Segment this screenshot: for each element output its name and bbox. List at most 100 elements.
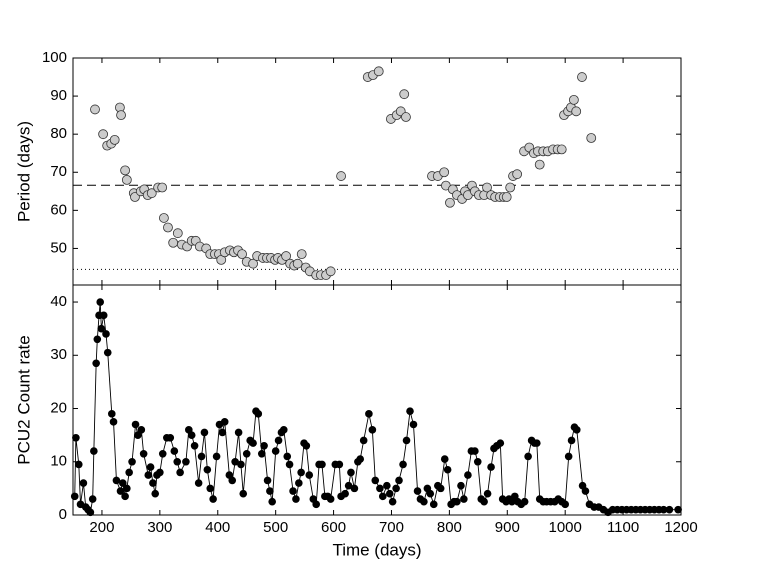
point xyxy=(443,465,452,474)
point xyxy=(378,492,387,501)
point xyxy=(190,441,199,450)
point xyxy=(249,439,257,447)
point xyxy=(170,447,179,455)
x-tick-label: 600 xyxy=(321,519,346,536)
point xyxy=(512,169,523,180)
point xyxy=(137,426,146,434)
point xyxy=(239,489,248,498)
point xyxy=(120,165,131,176)
point xyxy=(350,484,359,493)
point xyxy=(266,487,274,495)
point xyxy=(268,497,276,506)
y-axis-label: PCU2 Count rate xyxy=(14,335,33,464)
point xyxy=(139,449,148,458)
point xyxy=(401,112,411,122)
point xyxy=(209,495,217,503)
x-tick-label: 400 xyxy=(205,519,230,536)
x-tick-label: 200 xyxy=(89,519,114,536)
point xyxy=(242,449,251,458)
point xyxy=(524,452,532,461)
point xyxy=(156,468,164,477)
y-tick-label: 70 xyxy=(50,163,67,180)
point xyxy=(473,457,482,466)
point xyxy=(118,479,127,487)
point xyxy=(356,455,365,463)
point xyxy=(93,335,102,344)
point xyxy=(218,428,227,437)
point xyxy=(158,449,167,458)
y-tick-label: 40 xyxy=(50,293,67,310)
y-tick-label: 60 xyxy=(50,201,67,218)
point xyxy=(107,410,116,418)
point xyxy=(285,460,294,469)
point xyxy=(392,484,400,493)
point xyxy=(212,452,221,461)
y-tick-label: 50 xyxy=(50,239,67,256)
point xyxy=(279,426,288,434)
point xyxy=(99,311,108,320)
y-tick-label: 90 xyxy=(50,87,67,104)
point xyxy=(483,489,492,498)
point xyxy=(159,213,169,223)
x-tick-label: 700 xyxy=(379,519,404,536)
x-tick-label: 1100 xyxy=(607,519,639,536)
point xyxy=(453,497,461,506)
y-axis-label: Period (days) xyxy=(14,121,33,222)
point xyxy=(194,479,203,487)
point xyxy=(176,468,184,477)
point xyxy=(125,468,133,477)
point xyxy=(206,484,215,493)
point xyxy=(383,481,391,490)
x-tick-label: 300 xyxy=(147,519,172,536)
point xyxy=(359,436,368,445)
point xyxy=(112,476,121,485)
point xyxy=(109,134,120,145)
point xyxy=(271,447,280,455)
point xyxy=(151,489,160,498)
point xyxy=(116,487,125,495)
point xyxy=(197,452,206,461)
point xyxy=(388,497,397,506)
point xyxy=(234,428,243,437)
point xyxy=(103,348,112,357)
point xyxy=(90,447,98,455)
point xyxy=(533,439,541,447)
point xyxy=(187,431,196,439)
point xyxy=(674,505,682,514)
point xyxy=(248,258,258,269)
point xyxy=(326,495,335,503)
point xyxy=(146,188,157,199)
point xyxy=(295,479,303,487)
y-tick-label: 20 xyxy=(50,399,67,416)
point xyxy=(116,110,126,121)
point xyxy=(520,497,529,506)
point xyxy=(318,460,326,469)
point xyxy=(231,457,239,466)
point xyxy=(409,420,418,429)
point xyxy=(74,460,83,469)
point xyxy=(149,479,157,487)
point xyxy=(471,447,479,455)
point xyxy=(72,434,80,442)
plot-frame xyxy=(72,284,682,516)
point xyxy=(572,426,581,434)
point xyxy=(395,476,403,485)
point xyxy=(121,174,132,185)
point xyxy=(487,463,495,471)
point xyxy=(97,324,106,333)
x-tick-label: 900 xyxy=(495,519,520,536)
point xyxy=(312,500,321,509)
point xyxy=(436,484,445,493)
point xyxy=(371,476,380,485)
point xyxy=(263,476,272,485)
point xyxy=(168,237,179,248)
point xyxy=(402,436,411,445)
y-tick-label: 100 xyxy=(42,49,67,66)
point xyxy=(102,330,110,338)
point xyxy=(173,457,182,466)
point xyxy=(254,410,263,418)
point xyxy=(376,484,384,493)
point xyxy=(257,449,266,458)
point xyxy=(586,133,597,143)
x-tick-label: 1000 xyxy=(549,519,582,536)
